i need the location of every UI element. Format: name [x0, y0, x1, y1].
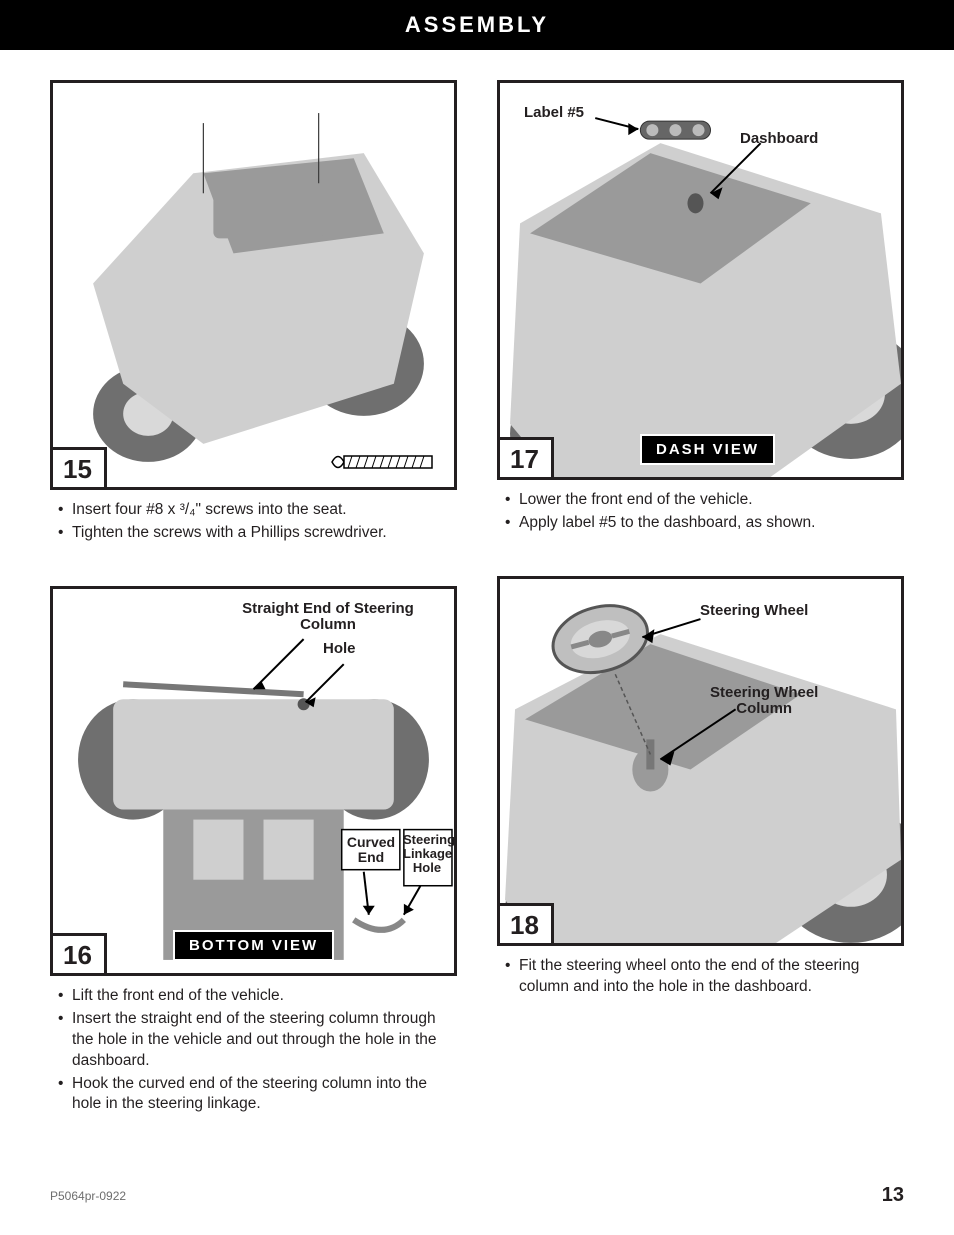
left-column: 15 Insert four #8 x ³/₄" screws into the…	[50, 80, 457, 1157]
instruction-item: Insert the straight end of the steering …	[58, 1009, 457, 1072]
step-number-17: 17	[500, 437, 554, 477]
step-number-15: 15	[53, 447, 107, 487]
illustration-16	[53, 589, 454, 976]
figure-17: Label #5 Dashboard 17 DASH VIEW	[497, 80, 904, 480]
callout-hole: Hole	[323, 641, 356, 658]
instructions-17: Lower the front end of the vehicle. Appl…	[497, 490, 904, 534]
footer: P5064pr-0922 13	[50, 1184, 904, 1207]
view-label-17: DASH VIEW	[640, 434, 775, 465]
callout-steering-wheel: Steering Wheel	[700, 603, 808, 620]
header-bar: ASSEMBLY	[0, 0, 954, 50]
instruction-item: Hook the curved end of the steering colu…	[58, 1074, 457, 1116]
illustration-15	[53, 83, 454, 490]
callout-dashboard: Dashboard	[740, 131, 818, 148]
instruction-item: Tighten the screws with a Phillips screw…	[58, 523, 457, 544]
panel-step-16: Straight End of Steering Column Hole Cur…	[50, 586, 457, 1118]
page-number: 13	[882, 1184, 904, 1207]
step-number-16: 16	[53, 933, 107, 973]
panel-step-15: 15 Insert four #8 x ³/₄" screws into the…	[50, 80, 457, 546]
instruction-item: Insert four #8 x ³/₄" screws into the se…	[58, 500, 457, 521]
instruction-item: Lower the front end of the vehicle.	[505, 490, 904, 511]
figure-16: Straight End of Steering Column Hole Cur…	[50, 586, 457, 976]
illustration-18	[500, 579, 901, 946]
panel-step-18: Steering Wheel Steering Wheel Column 18 …	[497, 576, 904, 1000]
figure-15: 15	[50, 80, 457, 490]
screw-icon	[330, 447, 440, 477]
instructions-16: Lift the front end of the vehicle. Inser…	[50, 986, 457, 1116]
callout-curved-end: Curved End	[345, 835, 397, 866]
page-title: ASSEMBLY	[405, 12, 549, 38]
illustration-17	[500, 83, 901, 480]
instructions-18: Fit the steering wheel onto the end of t…	[497, 956, 904, 998]
right-column: Label #5 Dashboard 17 DASH VIEW Lower th…	[497, 80, 904, 1157]
instruction-item: Lift the front end of the vehicle.	[58, 986, 457, 1007]
doc-id: P5064pr-0922	[50, 1189, 126, 1203]
view-label-16: BOTTOM VIEW	[173, 930, 334, 961]
callout-straight-end: Straight End of Steering Column	[213, 601, 443, 634]
instruction-item: Fit the steering wheel onto the end of t…	[505, 956, 904, 998]
step-number-18: 18	[500, 903, 554, 943]
panel-step-17: Label #5 Dashboard 17 DASH VIEW Lower th…	[497, 80, 904, 536]
callout-steering-column: Steering Wheel Column	[710, 685, 818, 718]
callout-label5: Label #5	[524, 105, 584, 122]
instructions-15: Insert four #8 x ³/₄" screws into the se…	[50, 500, 457, 544]
content-grid: 15 Insert four #8 x ³/₄" screws into the…	[0, 50, 954, 1157]
callout-linkage-hole: Steering Linkage Hole	[403, 833, 451, 876]
figure-18: Steering Wheel Steering Wheel Column 18	[497, 576, 904, 946]
instruction-item: Apply label #5 to the dashboard, as show…	[505, 513, 904, 534]
